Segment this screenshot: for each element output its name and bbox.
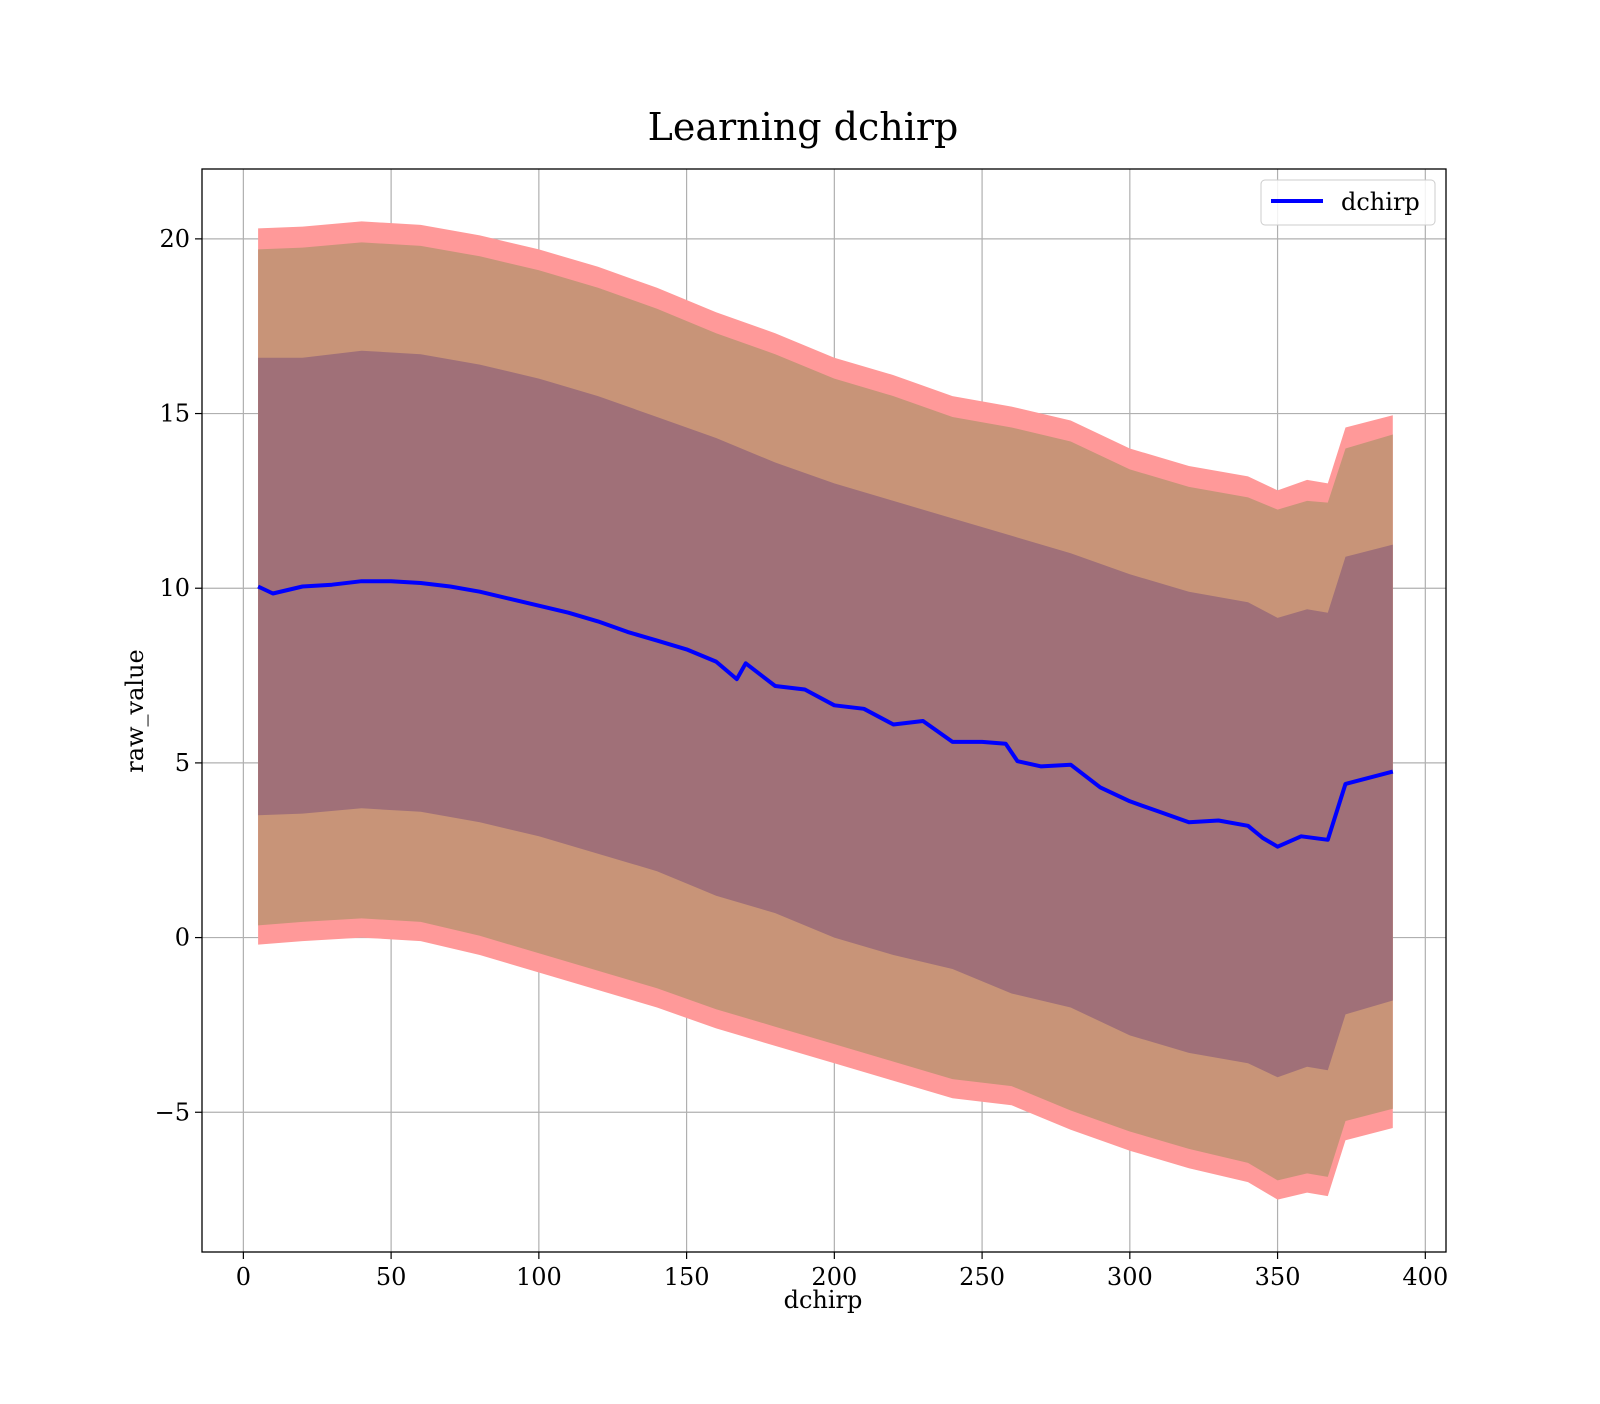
x-tick-label: 250	[959, 1263, 1005, 1291]
y-axis-label: raw_value	[121, 649, 149, 773]
x-tick-label: 0	[236, 1263, 251, 1291]
x-tick-label: 300	[1107, 1263, 1153, 1291]
x-axis-ticks: 0 50 100 150 200 250 300 350 400	[236, 1252, 1448, 1291]
legend-label: dchirp	[1341, 188, 1420, 216]
y-tick-label: 5	[175, 749, 190, 777]
x-tick-label: 200	[811, 1263, 857, 1291]
series-layer	[257, 579, 1394, 849]
series-line-dchirp	[257, 579, 1394, 849]
y-tick-label: 15	[159, 400, 190, 428]
legend: dchirp	[1260, 179, 1436, 226]
y-tick-label: 20	[159, 225, 190, 253]
band-inner	[258, 350, 1393, 1078]
x-tick-label: 150	[664, 1263, 710, 1291]
y-axis-ticks: −5 0 5 10 15 20	[155, 225, 202, 1126]
y-tick-label: −5	[155, 1098, 190, 1126]
x-axis-label: dchirp	[784, 1286, 863, 1314]
y-tick-label: 10	[159, 574, 190, 602]
x-tick-label: 400	[1402, 1263, 1448, 1291]
plot-area-frame	[201, 168, 1447, 1253]
chart-title: Learning dchirp	[648, 105, 959, 149]
y-tick-label: 0	[175, 924, 190, 952]
confidence-bands	[258, 221, 1393, 1200]
x-tick-label: 350	[1255, 1263, 1301, 1291]
x-tick-label: 100	[516, 1263, 562, 1291]
legend-box	[1260, 179, 1436, 226]
x-tick-label: 50	[376, 1263, 407, 1291]
